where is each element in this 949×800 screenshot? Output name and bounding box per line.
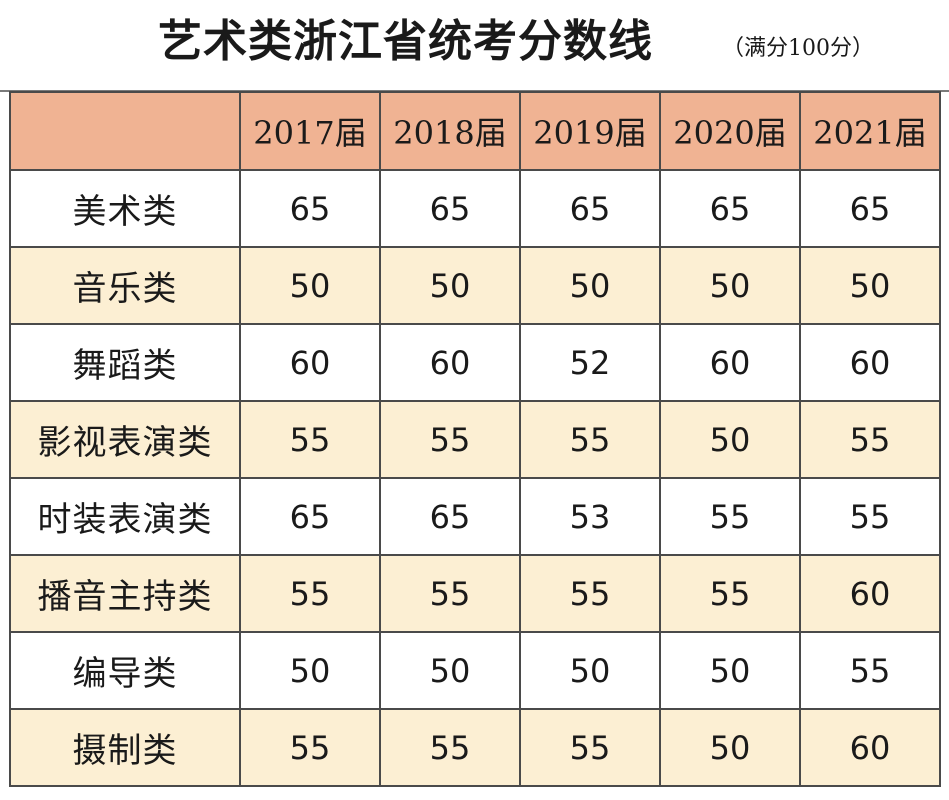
table-header-row: 2017届 2018届 2019届 2020届 2021届 (9, 91, 941, 171)
category-cell: 音乐类 (9, 246, 241, 325)
score-cell: 55 (379, 554, 521, 633)
score-cell: 55 (379, 400, 521, 479)
header-cell-year: 2017届 (239, 91, 381, 171)
score-cell: 55 (659, 554, 801, 633)
category-cell: 美术类 (9, 169, 241, 248)
header-cell-year: 2018届 (379, 91, 521, 171)
score-cell: 60 (799, 323, 941, 402)
full-score-note: （满分100分） (722, 36, 874, 61)
score-cell: 55 (239, 708, 381, 787)
category-cell: 影视表演类 (9, 400, 241, 479)
table-row: 舞蹈类 60 60 52 60 60 (9, 323, 941, 402)
table-row: 播音主持类 55 55 55 55 60 (9, 554, 941, 633)
score-cell: 50 (659, 708, 801, 787)
score-cell: 65 (519, 169, 661, 248)
category-cell: 编导类 (9, 631, 241, 710)
score-cell: 50 (519, 631, 661, 710)
score-cell: 50 (239, 631, 381, 710)
category-cell: 舞蹈类 (9, 323, 241, 402)
score-cell: 65 (239, 169, 381, 248)
score-cell: 65 (379, 169, 521, 248)
score-cell: 55 (239, 554, 381, 633)
category-cell: 摄制类 (9, 708, 241, 787)
score-cell: 65 (379, 477, 521, 556)
score-cell: 55 (659, 477, 801, 556)
score-cell: 60 (239, 323, 381, 402)
score-cell: 60 (379, 323, 521, 402)
table-row: 时装表演类 65 65 53 55 55 (9, 477, 941, 556)
score-cell: 55 (379, 708, 521, 787)
category-cell: 时装表演类 (9, 477, 241, 556)
table-row: 美术类 65 65 65 65 65 (9, 169, 941, 248)
score-cell: 50 (239, 246, 381, 325)
table-row: 音乐类 50 50 50 50 50 (9, 246, 941, 325)
score-cell: 55 (799, 400, 941, 479)
score-cell: 55 (799, 631, 941, 710)
score-cell: 55 (519, 708, 661, 787)
score-cell: 52 (519, 323, 661, 402)
score-cell: 50 (659, 631, 801, 710)
score-cell: 50 (659, 246, 801, 325)
score-table: 2017届 2018届 2019届 2020届 2021届 美术类 65 65 65 6… (9, 91, 941, 787)
score-cell: 53 (519, 477, 661, 556)
score-cell: 60 (659, 323, 801, 402)
table-row: 影视表演类 55 55 55 50 55 (9, 400, 941, 479)
score-cell: 50 (659, 400, 801, 479)
table-row: 编导类 50 50 50 50 55 (9, 631, 941, 710)
table-row: 摄制类 55 55 55 50 60 (9, 708, 941, 787)
score-cell: 50 (379, 246, 521, 325)
title-bar: 艺术类浙江省统考分数线 （满分100分） (0, 0, 949, 92)
score-cell: 60 (799, 708, 941, 787)
score-cell: 65 (659, 169, 801, 248)
score-cell: 65 (799, 169, 941, 248)
score-cell: 65 (239, 477, 381, 556)
score-cell: 55 (519, 554, 661, 633)
score-cell: 50 (519, 246, 661, 325)
score-cell: 50 (379, 631, 521, 710)
score-cell: 55 (239, 400, 381, 479)
header-cell-year: 2019届 (519, 91, 661, 171)
score-cell: 55 (519, 400, 661, 479)
category-cell: 播音主持类 (9, 554, 241, 633)
header-cell-corner (9, 91, 241, 171)
page-title: 艺术类浙江省统考分数线 (158, 16, 653, 67)
score-cell: 50 (799, 246, 941, 325)
header-cell-year: 2021届 (799, 91, 941, 171)
score-cell: 55 (799, 477, 941, 556)
header-cell-year: 2020届 (659, 91, 801, 171)
score-cell: 60 (799, 554, 941, 633)
